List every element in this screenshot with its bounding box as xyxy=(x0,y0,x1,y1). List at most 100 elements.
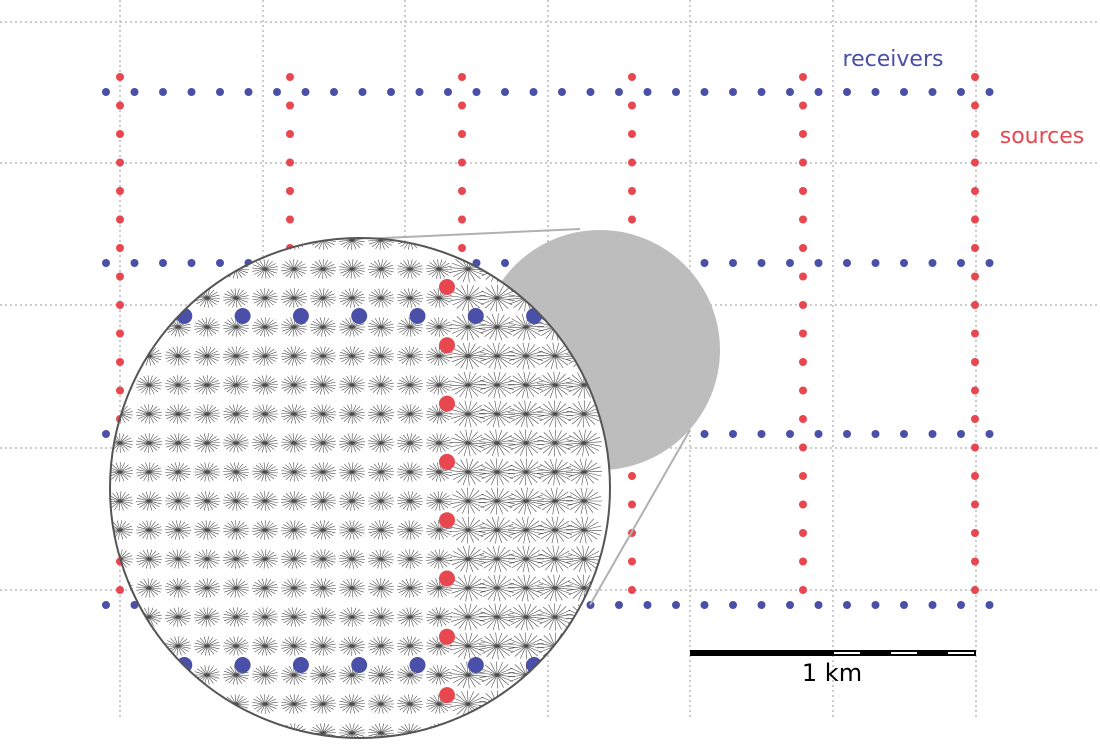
ray-fan xyxy=(537,458,573,486)
zoomed-receiver-point xyxy=(234,308,251,324)
source-point xyxy=(458,187,466,195)
receiver-point xyxy=(700,601,709,609)
receiver-point xyxy=(928,601,937,609)
scale-bar-label: 1 km xyxy=(802,659,862,687)
source-point xyxy=(799,73,807,81)
ray-fan xyxy=(479,661,515,689)
ray-fan xyxy=(508,487,544,515)
ray-fan xyxy=(426,375,452,395)
receiver-point xyxy=(786,88,794,96)
ray-fan xyxy=(368,694,394,714)
source-point xyxy=(971,472,979,480)
receiver-point xyxy=(615,88,623,96)
ray-fan xyxy=(425,404,453,424)
receiver-point xyxy=(814,259,823,267)
zoomed-receiver-point xyxy=(409,657,426,673)
ray-fan xyxy=(508,400,544,428)
ray-fan xyxy=(425,607,453,627)
ray-fan xyxy=(194,346,220,366)
ray-fan xyxy=(281,520,307,540)
source-point xyxy=(458,158,466,167)
ray-fan xyxy=(426,636,452,656)
ray-fan xyxy=(565,516,603,544)
ray-fan xyxy=(135,491,163,511)
ray-fan xyxy=(194,607,220,627)
source-point xyxy=(116,386,124,395)
ray-fan xyxy=(397,259,423,279)
receiver-point xyxy=(643,601,652,609)
ray-fan xyxy=(310,433,336,453)
ray-fan xyxy=(537,574,573,602)
ray-fan xyxy=(223,433,249,453)
ray-fan xyxy=(165,404,191,424)
receiver-point xyxy=(358,88,367,96)
ray-fan xyxy=(310,665,336,685)
ray-fan xyxy=(310,491,336,511)
ray-fan xyxy=(309,317,337,337)
ray-fan xyxy=(397,375,423,395)
receiver-point xyxy=(957,88,965,96)
source-point xyxy=(799,158,807,167)
zoomed-receiver-point xyxy=(351,308,368,324)
ray-fan xyxy=(565,458,603,486)
source-point xyxy=(628,158,636,167)
ray-fan xyxy=(479,458,515,486)
ray-fan xyxy=(450,342,486,370)
source-point xyxy=(116,187,124,195)
receiver-point xyxy=(501,88,509,96)
receiver-point xyxy=(700,88,709,96)
ray-fan xyxy=(450,516,486,544)
ray-fan xyxy=(252,694,278,714)
receiver-point xyxy=(928,430,937,438)
ray-fan xyxy=(252,462,278,482)
ray-fan xyxy=(450,603,486,631)
receiver-point xyxy=(843,259,851,267)
source-point xyxy=(286,130,294,138)
source-point xyxy=(628,586,636,594)
ray-fan xyxy=(194,404,220,424)
ray-fan xyxy=(368,433,394,453)
ray-fan xyxy=(193,433,221,453)
receiver-point xyxy=(529,88,538,96)
ray-fan xyxy=(507,516,545,544)
zoomed-source-point xyxy=(439,279,455,295)
ray-fan xyxy=(536,342,574,370)
source-point xyxy=(971,557,979,566)
receiver-point xyxy=(244,88,253,96)
ray-fan xyxy=(508,458,544,486)
ray-fan xyxy=(339,636,365,656)
zoomed-receiver-point xyxy=(292,308,309,324)
ray-fan xyxy=(110,462,133,482)
receiver-point xyxy=(586,88,595,96)
ray-fan xyxy=(310,462,336,482)
ray-fan xyxy=(281,665,307,685)
ray-fan xyxy=(425,665,453,685)
receiver-point xyxy=(900,259,908,267)
receiver-point xyxy=(871,601,880,609)
ray-fan xyxy=(223,520,249,540)
ray-fan xyxy=(566,574,602,602)
ray-fan xyxy=(507,371,545,399)
ray-fan xyxy=(339,665,365,685)
scale-bar-body xyxy=(690,650,976,656)
ray-fan xyxy=(281,636,307,656)
source-point xyxy=(799,215,807,224)
receiver-point xyxy=(729,88,737,96)
source-point xyxy=(971,386,979,395)
ray-fan xyxy=(281,694,307,714)
receivers-legend-label: receivers xyxy=(843,47,944,72)
ray-fan xyxy=(223,375,249,395)
ray-fan xyxy=(310,259,336,279)
source-point xyxy=(799,272,807,281)
ray-fan xyxy=(537,516,573,544)
ray-fan xyxy=(396,491,424,511)
source-point xyxy=(799,358,807,366)
ray-fan xyxy=(338,346,366,366)
ray-fan xyxy=(566,545,602,573)
source-point xyxy=(628,215,636,224)
ray-fan xyxy=(508,603,544,631)
receiver-point xyxy=(672,601,680,609)
zoomed-source-point xyxy=(439,687,455,704)
ray-fan xyxy=(507,313,545,341)
receiver-point xyxy=(187,88,196,96)
